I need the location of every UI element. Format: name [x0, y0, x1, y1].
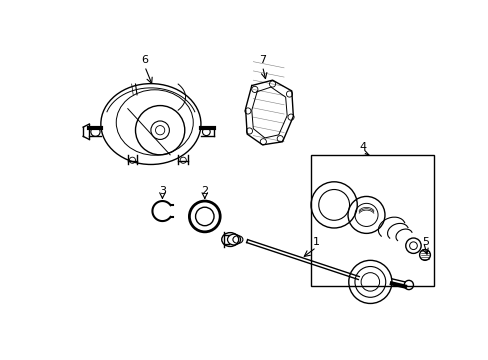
- Text: 7: 7: [259, 55, 265, 65]
- Text: 1: 1: [312, 237, 319, 247]
- Text: 5: 5: [422, 237, 428, 247]
- Text: 4: 4: [358, 142, 366, 152]
- Text: 6: 6: [141, 55, 148, 65]
- Text: 3: 3: [159, 186, 165, 196]
- Bar: [310, 155, 433, 286]
- Text: 2: 2: [201, 186, 208, 196]
